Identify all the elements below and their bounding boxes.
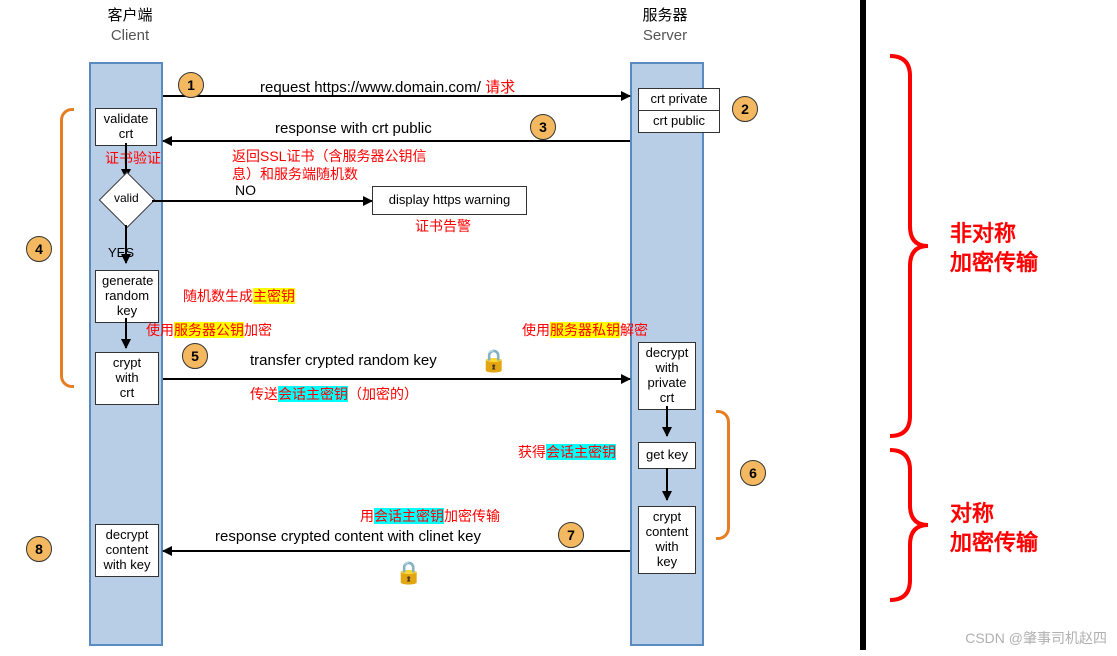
arrow-response-crt <box>163 140 630 142</box>
arrow-to-cryptcontent <box>666 468 668 500</box>
step-8: 8 <box>26 536 52 562</box>
msg-cert-validate: 证书验证 <box>105 148 161 168</box>
msg-random-key: 随机数生成主密钥 <box>183 286 295 306</box>
step-7: 7 <box>558 522 584 548</box>
box-crypt-content: crypt content with key <box>638 506 696 574</box>
box-crypt-with-crt: crypt with crt <box>95 352 159 405</box>
msg-encrypt-session: 用会话主密钥加密传输 <box>360 506 500 526</box>
msg-cert-warning: 证书告警 <box>415 216 471 236</box>
arrow-transfer <box>163 378 630 380</box>
box-crt-private: crt private <box>638 88 720 111</box>
msg-use-privkey: 使用服务器私钥解密 <box>522 320 648 340</box>
msg-response-content: response crypted content with clinet key <box>215 528 481 545</box>
msg-response-red2: 息）和服务端随机数 <box>232 164 358 184</box>
step-4: 4 <box>26 236 52 262</box>
diagram-canvas: 客户端 Client 服务器 Server 1 request https://… <box>0 0 860 656</box>
brace-4 <box>60 108 74 388</box>
step-6: 6 <box>740 460 766 486</box>
box-crt-public: crt public <box>638 110 720 133</box>
arrow-no <box>152 200 372 202</box>
watermark: CSDN @肇事司机赵四 <box>965 628 1107 648</box>
vertical-divider <box>860 0 866 650</box>
box-decrypt-content: decrypt content with key <box>95 524 159 577</box>
server-header: 服务器 Server <box>630 6 700 45</box>
box-get-key: get key <box>638 442 696 469</box>
client-header: 客户端 Client <box>100 6 160 45</box>
box-decrypt-private: decrypt with private crt <box>638 342 696 410</box>
step-5: 5 <box>182 343 208 369</box>
msg-use-pubkey: 使用服务器公钥加密 <box>146 320 272 340</box>
step-3: 3 <box>530 114 556 140</box>
lock-icon-2: 🔒 <box>395 560 422 586</box>
label-yes: YES <box>108 245 134 260</box>
msg-request: request https://www.domain.com/ 请求 <box>260 76 515 97</box>
msg-transfer-red: 传送会话主密钥（加密的） <box>250 384 418 404</box>
arrow-to-getkey <box>666 406 668 436</box>
msg-transfer: transfer crypted random key <box>250 352 437 369</box>
msg-response-red1: 返回SSL证书（含服务器公钥信 <box>232 146 426 166</box>
msg-get-session: 获得会话主密钥 <box>518 442 616 462</box>
brace-6 <box>716 410 730 540</box>
lock-icon-1: 🔒 <box>480 348 507 374</box>
red-brace-asymmetric <box>880 56 930 441</box>
step-2: 2 <box>732 96 758 122</box>
label-symmetric: 对称加密传输 <box>950 500 1038 557</box>
diamond-label: valid <box>114 191 139 205</box>
label-no: NO <box>235 182 256 198</box>
step-1: 1 <box>178 72 204 98</box>
arrow-response-content <box>163 550 630 552</box>
red-brace-symmetric <box>880 450 930 605</box>
box-validate-crt: validate crt <box>95 108 157 146</box>
arrow-to-crypt <box>125 318 127 348</box>
label-asymmetric: 非对称加密传输 <box>950 220 1038 277</box>
msg-response-crt: response with crt public <box>275 120 432 137</box>
box-generate-random: generate random key <box>95 270 159 323</box>
box-warning: display https warning <box>372 186 527 215</box>
